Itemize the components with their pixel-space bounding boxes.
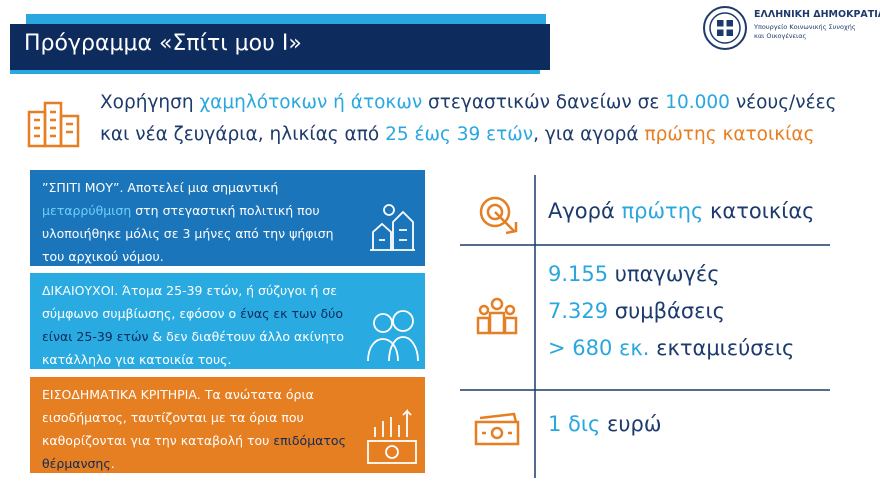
title-bar	[10, 24, 550, 70]
couple-icon	[367, 310, 419, 362]
people-icon	[476, 297, 518, 335]
amount-text: 1 δις ευρώ	[548, 412, 661, 436]
text-segment: και νέα ζευγάρια, ηλικίας από	[100, 124, 386, 145]
panel: ”ΣΠΙΤΙ ΜΟΥ”. Αποτελεί μια σημαντική μετα…	[30, 170, 425, 266]
panel: ΔΙΚΑΙΟΥΧΟΙ. Άτομα 25-39 ετών, ή σύζυγοι …	[30, 273, 425, 369]
text-segment: Αγορά	[548, 199, 622, 223]
village-icon	[370, 204, 415, 251]
text-segment: στεγαστικών δανείων σε	[422, 92, 666, 113]
banknote-icon	[474, 412, 520, 446]
text-segment: νέους/νέες	[729, 92, 837, 113]
panel-text: ”ΣΠΙΤΙ ΜΟΥ”. Αποτελεί μια σημαντική μετα…	[42, 176, 357, 268]
text-segment: κατοικίας	[703, 199, 815, 223]
target-icon	[479, 196, 518, 235]
text-segment: ΔΙΚΑΙΟΥΧΟΙ. Άτομα 25-39 ετών, ή σύζυγοι …	[42, 283, 342, 321]
stat: 9.155 υπαγωγές	[548, 262, 720, 286]
intro-line: Χορήγηση χαμηλότοκων ή άτοκων στεγαστικώ…	[100, 92, 870, 113]
text-segment: .	[110, 456, 115, 471]
panel: ΕΙΣΟΔΗΜΑΤΙΚΑ ΚΡΙΤΗΡΙΑ. Τα ανώτατα όρια ε…	[30, 377, 425, 473]
logo-subtitle: Υπουργείο Κοινωνικής Συνοχής	[754, 23, 856, 31]
text-segment: στη στεγαστική πολιτική που υλοποιήθηκε …	[42, 203, 338, 264]
text-segment: 10.000	[665, 92, 730, 113]
buildings-icon	[27, 101, 80, 148]
text-segment: πρώτης κατοικίας	[644, 124, 815, 145]
money-icon	[367, 408, 417, 464]
title: Πρόγραμμα «Σπίτι μου Ι»	[24, 31, 302, 56]
text-segment: & δεν διαθέτουν άλλο ακίνητο κατάλληλο γ…	[42, 329, 348, 367]
purchase-text: Αγορά πρώτης κατοικίας	[548, 199, 815, 223]
text-segment: , για αγορά	[533, 124, 645, 145]
text-segment: ”ΣΠΙΤΙ ΜΟΥ”. Αποτελεί μια σημαντική	[42, 180, 283, 195]
text-segment: πρώτης	[621, 199, 704, 223]
logo-emblem	[703, 6, 747, 50]
intro-line: και νέα ζευγάρια, ηλικίας από 25 έως 39 …	[100, 124, 870, 145]
panel-text: ΔΙΚΑΙΟΥΧΟΙ. Άτομα 25-39 ετών, ή σύζυγοι …	[42, 279, 357, 371]
text-segment: 9.155	[548, 262, 609, 286]
stat: 7.329 συμβάσεις	[548, 299, 725, 323]
panel-text: ΕΙΣΟΔΗΜΑΤΙΚΑ ΚΡΙΤΗΡΙΑ. Τα ανώτατα όρια ε…	[42, 383, 357, 475]
title-accent	[26, 14, 546, 24]
text-segment: μεταρρύθμιση	[42, 203, 132, 218]
text-segment: συμβάσεις	[608, 299, 725, 323]
text-segment: 7.329	[548, 299, 609, 323]
text-segment: ΕΙΣΟΔΗΜΑΤΙΚΑ ΚΡΙΤΗΡΙΑ. Τα ανώτατα όρια ε…	[42, 387, 318, 448]
logo-subtitle: και Οικογένειας	[754, 32, 807, 40]
text-segment: εκταμιεύσεις	[649, 336, 795, 360]
text-segment: 1 δις	[548, 412, 601, 436]
text-segment: υπαγωγές	[608, 262, 720, 286]
text-segment: > 680 εκ.	[548, 336, 650, 360]
text-segment: Χορήγηση	[100, 92, 200, 113]
text-segment: 25 έως 39 ετών	[385, 124, 534, 145]
text-segment: επιδόματος θέρμανσης	[42, 433, 350, 471]
text-segment: ένας εκ των δύο είναι 25-39 ετών	[42, 306, 347, 344]
stat: > 680 εκ. εκταμιεύσεις	[548, 336, 794, 360]
title-accent	[10, 70, 540, 74]
text-segment: ευρώ	[600, 412, 662, 436]
text-segment: χαμηλότοκων ή άτοκων	[199, 92, 423, 113]
logo-title: ΕΛΛΗΝΙΚΗ ΔΗΜΟΚΡΑΤΙΑ	[754, 9, 880, 20]
